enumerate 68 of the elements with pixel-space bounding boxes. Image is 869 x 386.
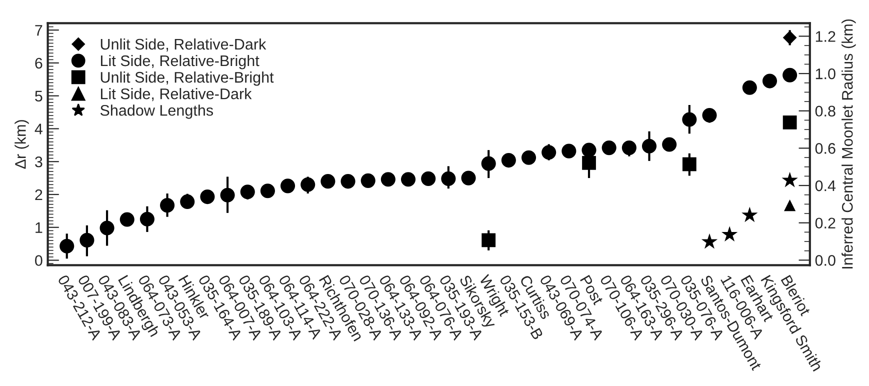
point xyxy=(481,156,496,171)
y2-tick-label: 0.8 xyxy=(815,106,836,117)
y-tick-label: 7 xyxy=(35,25,42,36)
point xyxy=(784,200,796,212)
point xyxy=(662,137,677,152)
point xyxy=(582,142,596,158)
point xyxy=(702,108,717,123)
point xyxy=(400,172,416,187)
point xyxy=(300,177,316,192)
point xyxy=(582,156,596,170)
point xyxy=(320,174,336,189)
point xyxy=(60,238,74,254)
point xyxy=(782,172,798,188)
y2-axis-title: Inferred Central Moonlet Radius (km) xyxy=(842,19,856,268)
point xyxy=(360,173,376,188)
point xyxy=(380,172,396,187)
point xyxy=(160,198,175,213)
y-tick-label: 6 xyxy=(35,58,42,69)
point xyxy=(642,138,657,154)
point xyxy=(180,194,195,209)
y-tick-label: 2 xyxy=(35,189,42,200)
y-tick-label: 4 xyxy=(34,124,42,134)
legend-label: Lit Side, Relative-Bright xyxy=(100,54,260,70)
point xyxy=(482,233,496,248)
point xyxy=(742,206,758,222)
point xyxy=(622,140,636,156)
point xyxy=(441,171,456,186)
point xyxy=(340,174,356,189)
point xyxy=(521,150,536,165)
point xyxy=(240,184,255,200)
y2-tick-label: 0.2 xyxy=(815,218,836,229)
y2-tick-label: 1.2 xyxy=(816,31,836,42)
point xyxy=(421,171,436,186)
point xyxy=(80,232,94,248)
point xyxy=(782,68,798,82)
point xyxy=(782,30,797,45)
legend-label: Shadow Lengths xyxy=(100,104,214,119)
point xyxy=(682,157,696,172)
legend-label: Unlit Side, Relative-Bright xyxy=(100,72,274,86)
y-tick-label: 1 xyxy=(36,222,42,233)
point xyxy=(782,116,797,130)
point xyxy=(220,188,235,202)
point xyxy=(280,178,296,194)
point xyxy=(762,74,778,88)
point xyxy=(501,153,516,168)
point xyxy=(140,212,154,226)
point xyxy=(701,233,718,249)
point xyxy=(562,144,576,158)
point xyxy=(120,212,134,227)
point xyxy=(742,80,757,95)
point xyxy=(542,145,556,160)
point xyxy=(602,140,616,156)
y-tick-label: 5 xyxy=(35,90,42,102)
y2-tick-label: 0.4 xyxy=(815,180,836,192)
point xyxy=(200,190,215,204)
y-axis-title: Δr (km) xyxy=(14,120,29,169)
point xyxy=(100,220,114,236)
point xyxy=(682,112,697,127)
y2-tick-label: 1.0 xyxy=(816,68,836,80)
y2-tick-label: 0.6 xyxy=(815,143,836,154)
point xyxy=(721,226,738,242)
point xyxy=(260,184,275,198)
legend-label: Unlit Side, Relative-Dark xyxy=(100,38,266,52)
y-tick-label: 3 xyxy=(35,156,42,168)
point xyxy=(461,170,476,186)
y2-tick-label: 0.0 xyxy=(815,255,836,266)
legend-label: Lit Side, Relative-Dark xyxy=(100,88,252,102)
y-tick-label: 0 xyxy=(35,255,42,266)
